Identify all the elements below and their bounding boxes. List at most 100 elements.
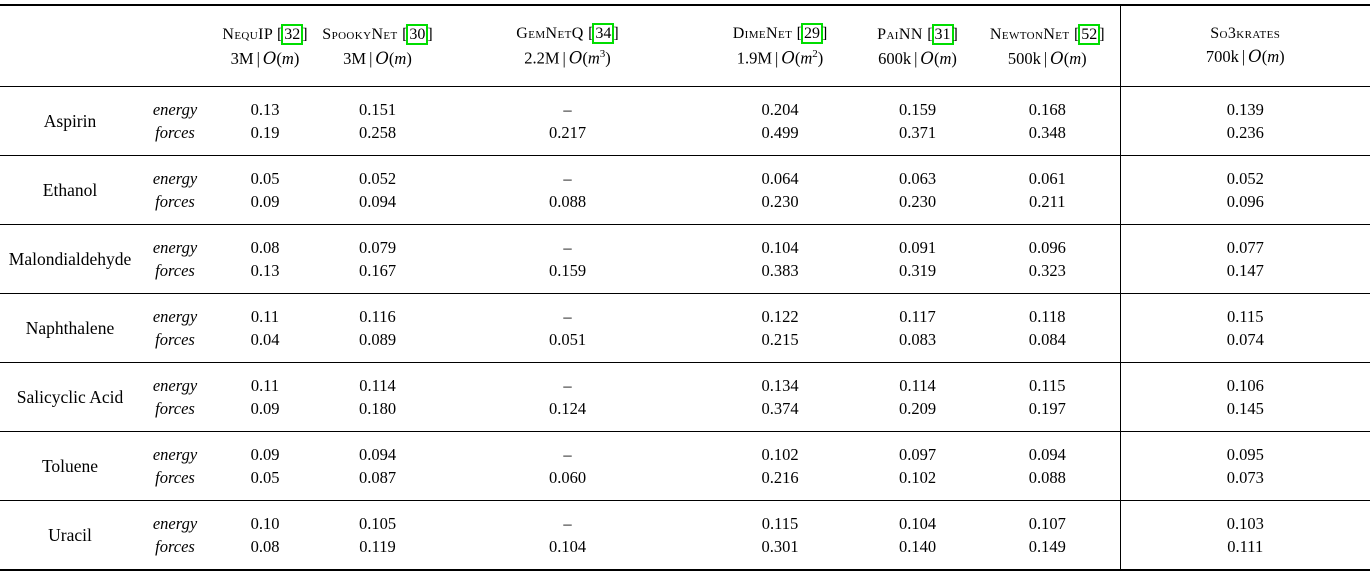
value-cell: 0.116 [359,307,396,326]
value-cell: 0.096 [1028,238,1066,257]
cite-open-bracket: [ [796,25,802,43]
molecule-block: Malondialdehyde energy 0.08 0.079 – 0.104 0.09… [0,224,1370,294]
model-header-gemnetq: GemNetQ [34] 2.2M | O(m3) [435,5,700,87]
value-cell: 0.077 [1119,224,1370,259]
value-cell: 0.102 [761,445,799,464]
paren-open: ( [388,48,395,68]
molecule-name: Naphthalene [25,317,115,338]
value-cell: 0.374 [761,399,799,418]
value-cell: 0.118 [1028,307,1066,326]
value-cell: 0.09 [250,192,280,211]
model-params-line: 2.2M | O(m3) [435,48,700,69]
value-cell: 0.091 [898,238,937,257]
value-cell: 0.079 [358,238,397,257]
value-cell: 0.095 [1119,431,1370,466]
order-variable: m [1267,47,1280,66]
citation-number: 29 [800,23,823,45]
row-type-label-energy: energy [152,514,198,533]
value-cell: 0.088 [548,192,587,211]
value-cell: 0.060 [548,468,587,487]
citation-number: 32 [281,23,304,45]
value-cell: 0.106 [1119,362,1370,397]
param-count: 500k [1007,48,1041,68]
model-name-text: DimeNet [732,25,793,43]
value-cell: 0.159 [898,100,937,119]
big-o-symbol: O [1248,47,1262,66]
citation-link[interactable]: [31] [927,23,958,45]
citation-link[interactable]: [34] [588,23,619,45]
value-cell: 0.139 [1119,86,1370,121]
value-cell: 0.319 [898,261,937,280]
citation-link[interactable]: [52] [1073,23,1105,45]
citation-number: 52 [1078,23,1101,45]
separator-bar: | [256,48,260,68]
cite-open-bracket: [ [1073,25,1080,43]
value-cell: 0.097 [898,445,937,464]
value-cell: 0.107 [1028,514,1066,533]
model-name-line: So3krates [1121,25,1370,43]
value-cell: 0.102 [898,468,937,487]
value-cell: 0.064 [761,169,799,188]
cite-close-bracket: ] [952,25,958,43]
row-type-label-energy: energy [152,238,198,257]
citation-number: 34 [592,23,615,45]
value-cell: – [563,376,572,395]
model-header-painn: PaiNN [31] 600k | O(m) [860,5,975,87]
value-cell: 0.052 [358,169,397,188]
paren-close: ) [293,48,300,68]
paren-close: ) [406,48,412,68]
value-cell: 0.089 [358,330,397,349]
citation-link[interactable]: [30] [402,23,433,45]
value-cell: 0.216 [761,468,799,487]
big-o-symbol: O [375,48,389,68]
value-cell: – [563,307,572,326]
model-header-so3krates: So3krates 700k | O(m) [1119,5,1370,87]
order-exponent: 3 [599,48,606,61]
value-cell: 0.073 [1119,466,1370,501]
value-cell: 0.230 [898,192,937,211]
paren-close: ) [951,48,957,68]
row-type-label-forces: forces [155,123,195,142]
forces-row: forces 0.13 0.167 0.159 0.383 0.319 0.323 0.147 [0,259,1370,294]
separator-bar: | [562,48,566,68]
value-cell: 0.140 [898,537,937,556]
value-cell: 0.087 [358,468,397,487]
big-o-symbol: O [781,48,795,68]
value-cell: – [563,238,572,257]
value-cell: 0.05 [250,468,280,487]
row-type-label-forces: forces [155,468,195,487]
molecule-block: Aspirin energy 0.13 0.151 – 0.204 0.159 0.168 0.… [0,86,1370,156]
citation-link[interactable]: [29] [796,23,828,45]
row-type-label-energy: energy [152,100,198,119]
cite-close-bracket: ] [821,25,828,43]
param-count: 3M [230,48,254,68]
value-cell: 0.094 [358,192,397,211]
molecule-name: Salicyclic Acid [16,386,124,407]
row-type-label-forces: forces [155,330,195,349]
value-cell: – [563,100,572,119]
value-cell: 0.124 [548,399,587,418]
value-cell: 0.258 [358,123,397,142]
value-cell: 0.084 [1028,330,1066,349]
citation-number: 30 [406,23,429,45]
value-cell: 0.104 [898,514,937,533]
model-params-line: 700k | O(m) [1121,47,1370,67]
model-header-newtonnet: NewtonNet [52] 500k | O(m) [975,5,1120,87]
value-cell: 0.11 [250,307,280,326]
value-cell: 0.105 [358,514,397,533]
order-variable: m [939,48,952,68]
energy-row: Toluene energy 0.09 0.094 – 0.102 0.097 0.094 0.… [0,431,1370,476]
value-cell: 0.115 [1119,293,1370,328]
separator-bar: | [1043,48,1048,68]
model-name-text: GemNetQ [516,25,584,43]
model-name-line: NewtonNet [52] [975,23,1120,45]
header-corner-cell [0,5,210,87]
value-cell: 0.167 [358,261,397,280]
value-cell: – [563,169,572,188]
value-cell: 0.104 [761,238,799,257]
param-count: 1.9M [736,48,773,68]
citation-link[interactable]: [32] [277,23,308,45]
value-cell: 0.061 [1028,169,1066,188]
value-cell: 0.19 [250,123,280,142]
